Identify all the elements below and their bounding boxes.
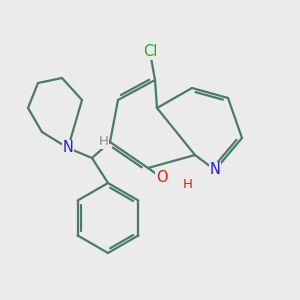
Text: Cl: Cl <box>143 44 157 59</box>
Text: H: H <box>183 178 193 191</box>
Text: H: H <box>99 135 108 148</box>
Text: O: O <box>156 170 168 185</box>
Text: N: N <box>63 140 74 155</box>
Text: N: N <box>210 163 220 178</box>
